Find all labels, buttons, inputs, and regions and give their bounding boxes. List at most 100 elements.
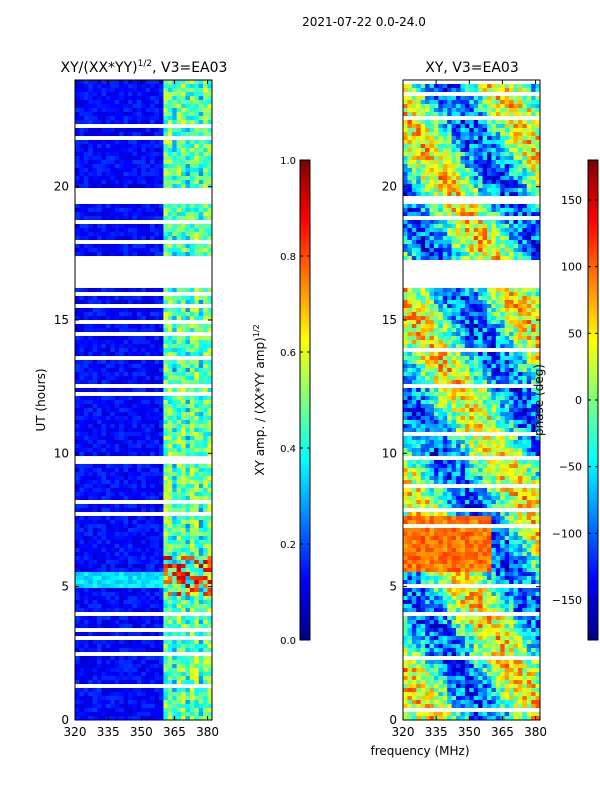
right-heatmap-row — [403, 148, 541, 153]
right-heatmap-row — [403, 364, 541, 369]
left-heatmap-row — [75, 628, 212, 633]
left-heatmap-row — [75, 708, 213, 713]
right-heatmap-row — [403, 356, 541, 361]
left-heatmap-row — [75, 584, 213, 589]
right-heatmap-row — [403, 600, 541, 605]
left-heatmap-row — [75, 476, 213, 481]
left-heatmap-row — [75, 380, 213, 385]
left-heatmap-row — [75, 440, 213, 445]
right-heatmap-row — [403, 228, 541, 233]
left-heatmap-row — [75, 564, 213, 569]
left-heatmap-row — [75, 240, 212, 245]
left-heatmap-row — [75, 348, 213, 353]
right-heatmap-row — [403, 500, 541, 505]
left-heatmap-row — [75, 604, 213, 609]
right-heatmap-row — [403, 136, 541, 141]
right-heatmap-row — [403, 680, 541, 685]
left-heatmap-row — [75, 196, 212, 201]
left-heatmap-row — [75, 548, 213, 553]
right-heatmap-row — [403, 532, 541, 537]
left-colorbar-tick-label: 0.2 — [280, 540, 296, 551]
left-heatmap-row — [75, 544, 213, 549]
right-heatmap-row — [403, 656, 540, 661]
left-heatmap-row — [75, 192, 212, 197]
left-ytick-label: 15 — [54, 313, 69, 327]
right-heatmap-row — [403, 452, 541, 457]
right-heatmap-row — [403, 316, 541, 321]
left-heatmap-row — [75, 712, 213, 717]
right-heatmap-row — [403, 480, 541, 485]
right-heatmap-row — [403, 100, 541, 105]
right-heatmap-row — [403, 276, 540, 281]
left-heatmap-row — [75, 180, 213, 185]
left-heatmap-row — [75, 716, 213, 721]
left-heatmap-row — [75, 600, 213, 605]
right-heatmap-row — [403, 432, 540, 437]
left-heatmap-row — [75, 352, 213, 357]
right-heatmap-row — [403, 380, 541, 385]
right-heatmap-row — [403, 204, 541, 209]
left-colorbar-tick-label: 1.0 — [280, 156, 296, 167]
right-ytick-label: 10 — [382, 446, 397, 460]
left-heatmap-row — [75, 688, 213, 693]
right-heatmap-row — [403, 468, 541, 473]
right-heatmap-row — [403, 704, 541, 709]
left-heatmap-row — [75, 376, 213, 381]
right-heatmap-row — [403, 388, 541, 393]
right-heatmap-row — [403, 580, 541, 585]
left-heatmap-row — [75, 428, 213, 433]
left-heatmap-row — [75, 356, 212, 361]
left-heatmap-row — [75, 144, 213, 149]
right-heatmap-row — [403, 444, 541, 449]
right-heatmap-row — [403, 248, 541, 253]
right-heatmap-row — [403, 112, 541, 117]
right-heatmap-row — [403, 220, 541, 225]
left-heatmap-row — [75, 680, 213, 685]
right-heatmap-row — [403, 132, 541, 137]
left-heatmap-row — [75, 80, 213, 85]
right-ytick-label: 20 — [382, 180, 397, 194]
left-heatmap-row — [75, 540, 213, 545]
right-heatmap-row — [403, 624, 541, 629]
right-heatmap-row — [403, 128, 541, 133]
right-heatmap-row — [403, 320, 541, 325]
left-heatmap-row — [75, 328, 213, 333]
right-heatmap-row — [403, 96, 541, 101]
right-heatmap-row — [403, 88, 541, 93]
right-heatmap-row — [403, 440, 541, 445]
right-ytick-label: 0 — [389, 713, 397, 727]
right-heatmap-row — [403, 252, 541, 257]
right-heatmap-row — [403, 224, 541, 229]
left-xtick-label: 350 — [130, 725, 153, 739]
right-heatmap-row — [403, 360, 541, 365]
left-heatmap-row — [75, 128, 213, 133]
left-heatmap-row — [75, 404, 213, 409]
left-ytick-label: 0 — [61, 713, 69, 727]
left-heatmap-row — [75, 304, 212, 309]
left-heatmap-row — [75, 660, 213, 665]
right-heatmap-row — [403, 212, 541, 217]
left-heatmap-row — [75, 184, 213, 189]
left-colorbar-tick-label: 0.4 — [280, 444, 296, 455]
right-heatmap-row — [403, 644, 541, 649]
right-heatmap-row — [403, 144, 541, 149]
left-xtick-label: 365 — [163, 725, 186, 739]
left-heatmap-row — [75, 408, 213, 413]
left-heatmap-row — [75, 484, 213, 489]
left-heatmap-row — [75, 120, 213, 125]
right-heatmap-row — [403, 416, 541, 421]
right-heatmap-row — [403, 84, 541, 89]
right-heatmap-row — [403, 256, 541, 261]
right-heatmap-row — [403, 512, 541, 517]
left-heatmap-row — [75, 580, 213, 585]
left-heatmap-row — [75, 324, 213, 329]
left-heatmap-row — [75, 316, 213, 321]
left-heatmap-row — [75, 396, 213, 401]
right-heatmap-row — [403, 424, 541, 429]
right-heatmap-row — [403, 508, 540, 513]
left-heatmap-row — [75, 536, 213, 541]
right-heatmap-row — [403, 676, 541, 681]
left-heatmap-row — [75, 384, 212, 389]
right-heatmap-row — [403, 484, 540, 489]
right-plot-frame — [402, 79, 541, 721]
